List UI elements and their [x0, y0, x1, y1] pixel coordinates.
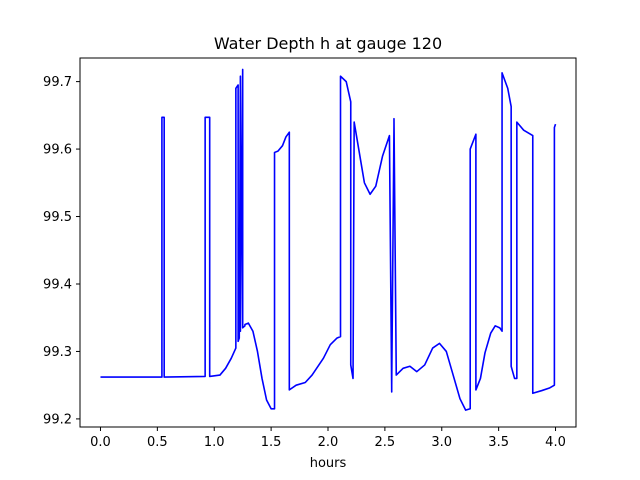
- y-tick-label: 99.5: [43, 210, 72, 225]
- y-tick-label: 99.4: [43, 277, 72, 292]
- x-tick-label: 0.5: [147, 435, 168, 450]
- plot-area: [79, 57, 577, 428]
- x-tick-label: 3.5: [488, 435, 509, 450]
- x-tick-label: 2.5: [375, 435, 396, 450]
- y-tick-label: 99.2: [43, 412, 72, 427]
- x-tick-label: 1.0: [204, 435, 225, 450]
- x-tick-label: 3.0: [431, 435, 452, 450]
- x-axis: 0.0 0.5 1.0 1.5 2.0 2.5 3.0 3.5 4.0: [90, 427, 566, 450]
- y-tick-label: 99.6: [43, 143, 72, 158]
- y-tick-label: 99.7: [43, 75, 72, 90]
- x-tick-label: 0.0: [90, 435, 111, 450]
- x-tick-label: 4.0: [545, 435, 566, 450]
- series-layer: [100, 68, 557, 411]
- x-axis-label: hours: [310, 456, 347, 471]
- y-axis: 99.2 99.3 99.4 99.5 99.6 99.7: [43, 75, 80, 427]
- y-tick-label: 99.3: [43, 345, 72, 360]
- series-line-0: [100, 68, 557, 411]
- x-tick-label: 2.0: [318, 435, 339, 450]
- x-tick-label: 1.5: [261, 435, 282, 450]
- chart-title: Water Depth h at gauge 120: [214, 34, 442, 53]
